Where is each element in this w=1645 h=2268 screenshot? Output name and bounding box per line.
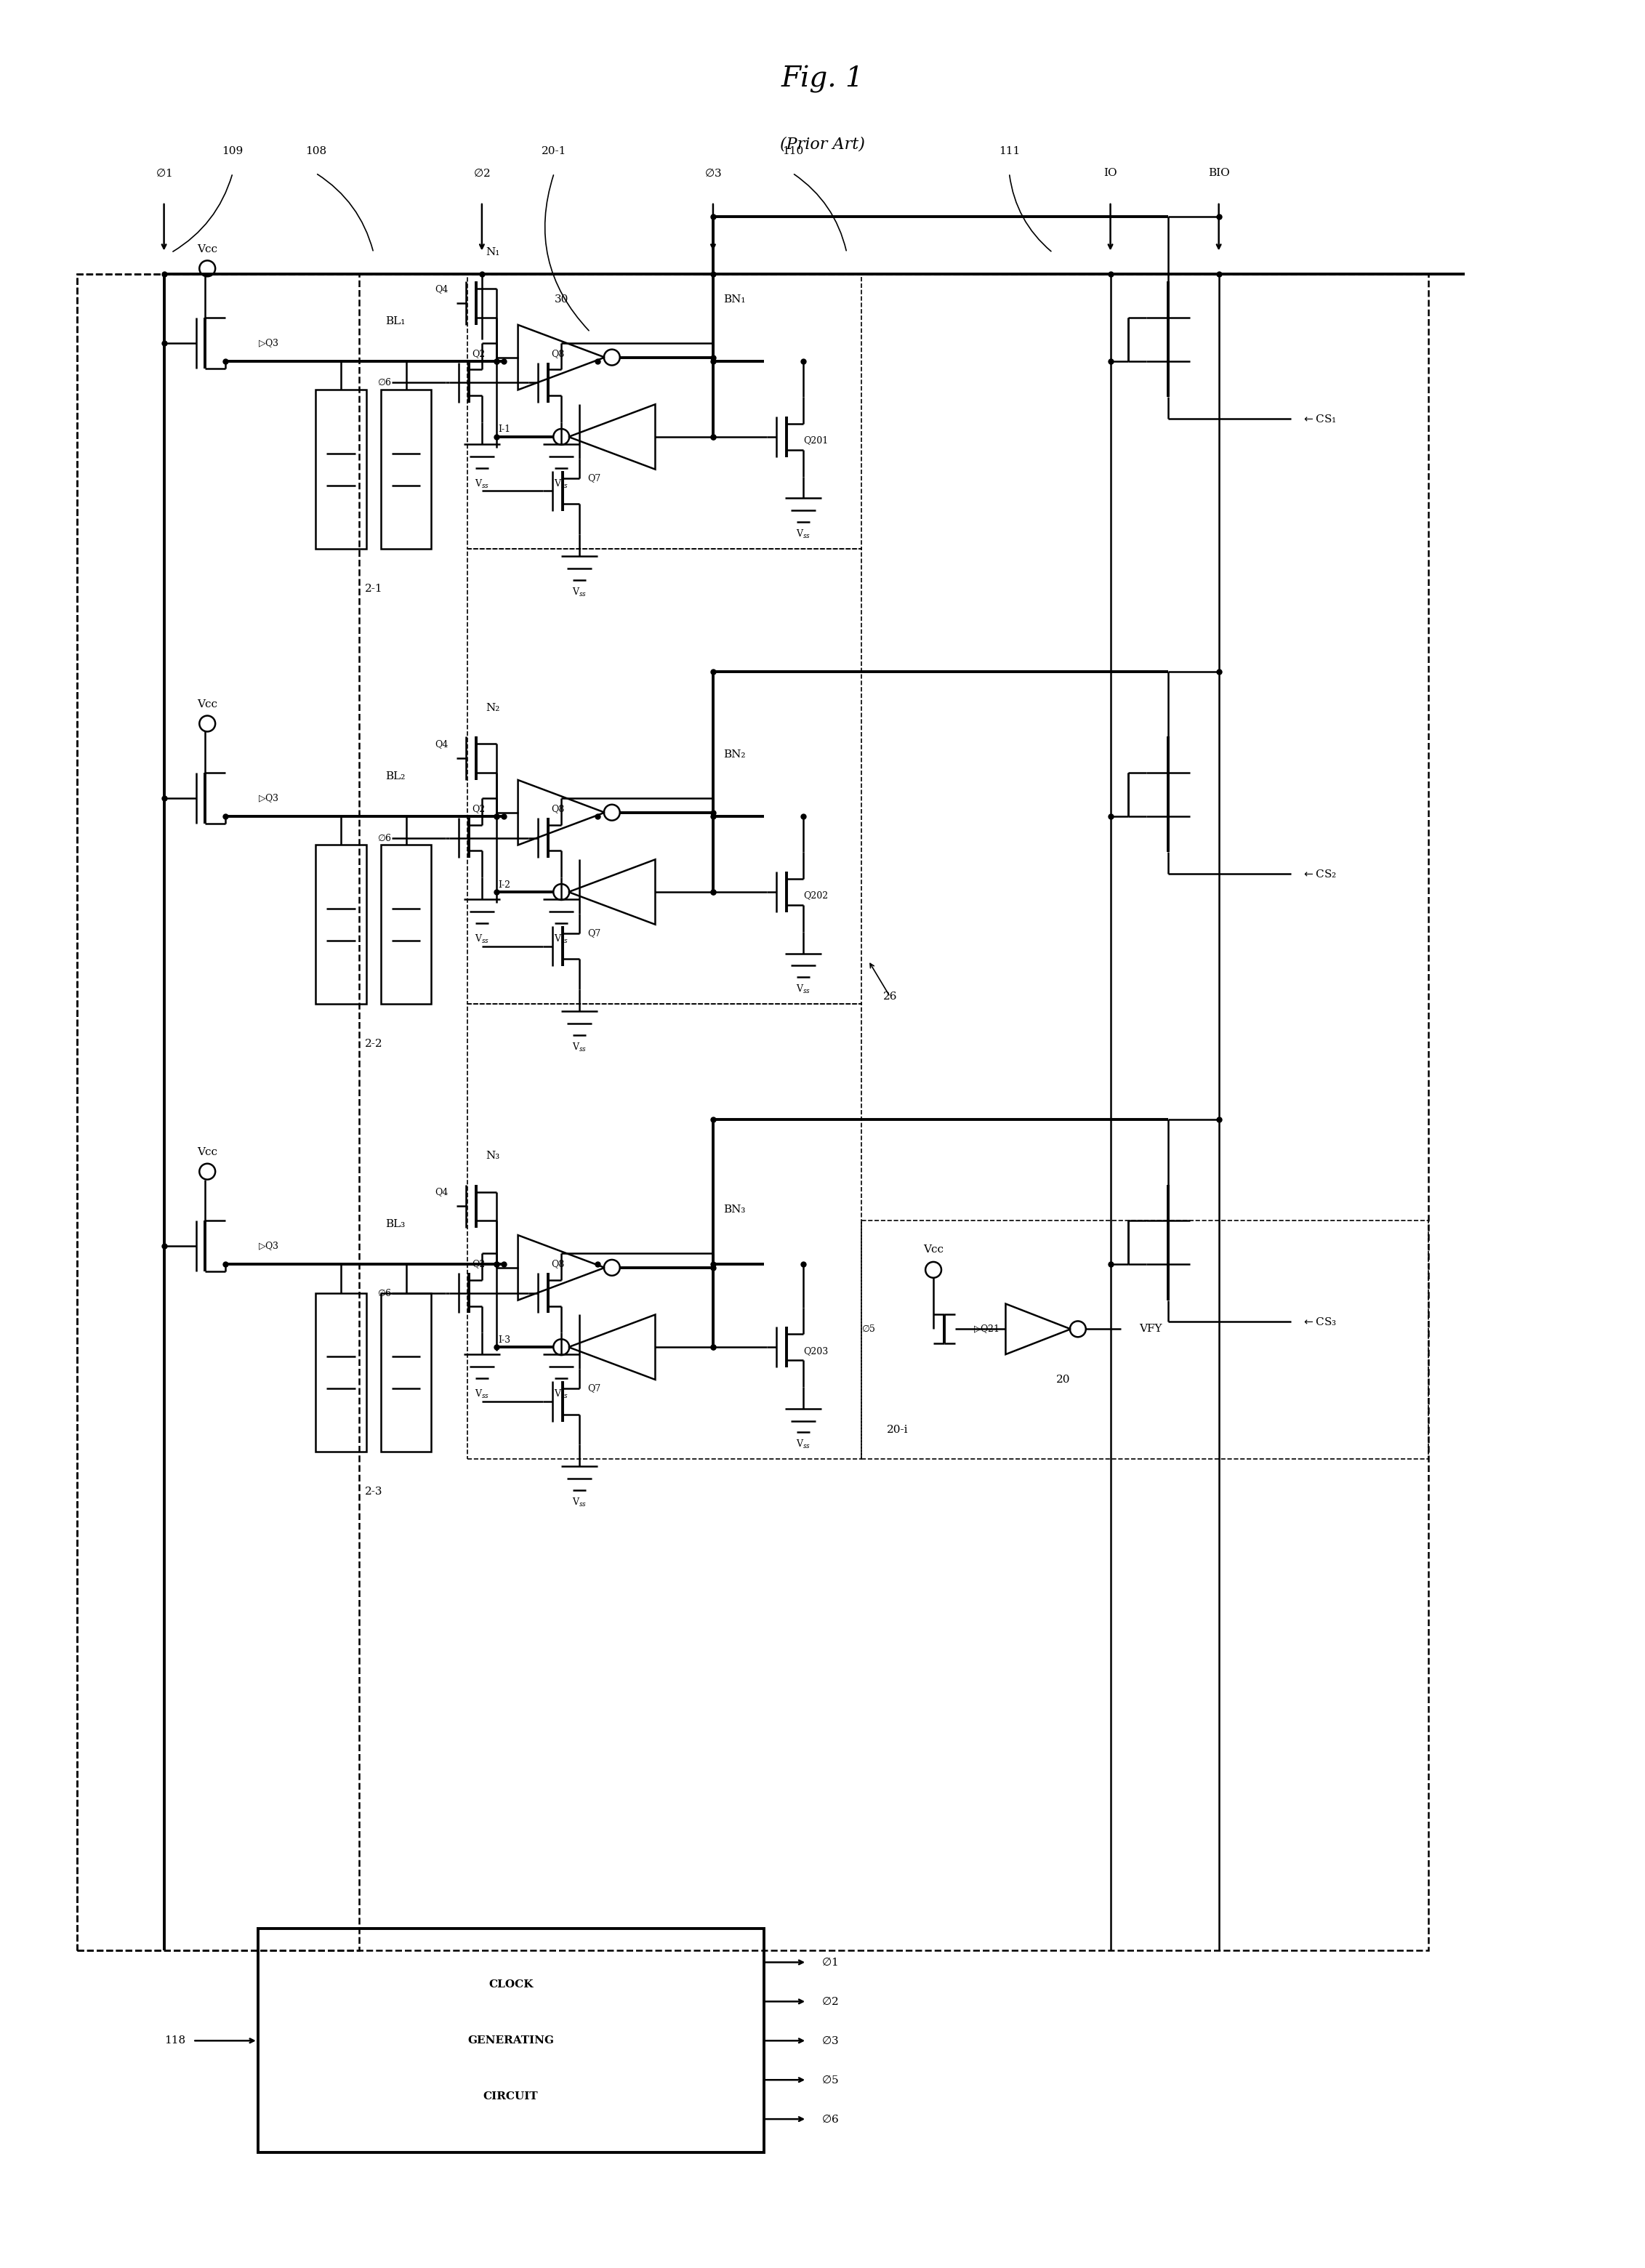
Text: $\triangleright$Q3: $\triangleright$Q3 <box>258 1241 280 1252</box>
Text: Vcc: Vcc <box>197 699 217 710</box>
Text: Q2: Q2 <box>472 1259 485 1268</box>
Text: $\emptyset$3: $\emptyset$3 <box>821 2034 839 2046</box>
Text: V$_{ss}$: V$_{ss}$ <box>474 932 489 946</box>
Bar <box>467 1005 860 1458</box>
Text: N₁: N₁ <box>485 247 500 259</box>
Text: 2-3: 2-3 <box>365 1486 382 1497</box>
Text: I-3: I-3 <box>498 1336 510 1345</box>
Text: V$_{ss}$: V$_{ss}$ <box>796 1438 811 1452</box>
Bar <box>316 390 367 549</box>
Text: BN₂: BN₂ <box>724 751 745 760</box>
Text: N₃: N₃ <box>485 1150 500 1161</box>
Bar <box>77 274 1428 1950</box>
Bar <box>467 274 860 549</box>
Bar <box>860 1220 1428 1458</box>
Text: V$_{ss}$: V$_{ss}$ <box>572 1497 587 1508</box>
Text: $\emptyset$5: $\emptyset$5 <box>821 2075 839 2084</box>
Text: $\leftarrow$CS₁: $\leftarrow$CS₁ <box>1301 413 1336 424</box>
Text: Q4: Q4 <box>434 739 449 748</box>
Text: Q201: Q201 <box>803 435 827 445</box>
Text: Q8: Q8 <box>551 805 564 814</box>
Text: V$_{ss}$: V$_{ss}$ <box>554 479 569 490</box>
Text: Q2: Q2 <box>472 349 485 358</box>
Text: BL₁: BL₁ <box>385 315 405 327</box>
Text: $\emptyset$1: $\emptyset$1 <box>156 168 173 179</box>
Text: BN₁: BN₁ <box>724 295 745 304</box>
Text: BL₃: BL₃ <box>385 1220 405 1229</box>
Text: CIRCUIT: CIRCUIT <box>484 2091 538 2102</box>
Text: 20-i: 20-i <box>887 1424 908 1436</box>
Text: $\triangleright$Q3: $\triangleright$Q3 <box>258 338 280 349</box>
Text: V$_{ss}$: V$_{ss}$ <box>572 587 587 599</box>
Bar <box>77 274 359 1950</box>
Text: $\emptyset$2: $\emptyset$2 <box>474 168 490 179</box>
Bar <box>316 846 367 1005</box>
Text: $\triangleright$Q3: $\triangleright$Q3 <box>258 792 280 803</box>
Bar <box>380 846 431 1005</box>
Text: V$_{ss}$: V$_{ss}$ <box>554 1388 569 1399</box>
Text: Vcc: Vcc <box>197 1148 217 1157</box>
Text: BIO: BIO <box>1207 168 1229 179</box>
Bar <box>258 1928 763 2152</box>
Text: Q7: Q7 <box>587 474 600 483</box>
Text: $\emptyset$5: $\emptyset$5 <box>862 1325 875 1334</box>
Text: BL₂: BL₂ <box>385 771 405 782</box>
Text: 111: 111 <box>999 147 1020 156</box>
Bar <box>380 390 431 549</box>
Bar <box>380 1293 431 1452</box>
Text: $\emptyset$1: $\emptyset$1 <box>821 1957 837 1969</box>
Text: $\emptyset$6: $\emptyset$6 <box>377 832 392 844</box>
Text: Fig. 1: Fig. 1 <box>781 66 864 93</box>
Text: V$_{ss}$: V$_{ss}$ <box>572 1041 587 1052</box>
Text: Vcc: Vcc <box>923 1245 944 1254</box>
Text: Q8: Q8 <box>551 1259 564 1268</box>
Text: $\emptyset$2: $\emptyset$2 <box>821 1996 839 2007</box>
Text: $\emptyset$6: $\emptyset$6 <box>377 376 392 388</box>
Text: Q8: Q8 <box>551 349 564 358</box>
Text: V$_{ss}$: V$_{ss}$ <box>554 932 569 946</box>
Text: $\leftarrow$CS₂: $\leftarrow$CS₂ <box>1301 869 1337 880</box>
Text: V$_{ss}$: V$_{ss}$ <box>796 984 811 996</box>
Text: I-1: I-1 <box>498 424 510 435</box>
Text: Q2: Q2 <box>472 805 485 814</box>
Bar <box>467 549 860 1005</box>
Text: CLOCK: CLOCK <box>489 1980 533 1989</box>
Text: $\leftarrow$CS₃: $\leftarrow$CS₃ <box>1301 1315 1337 1327</box>
Text: I-2: I-2 <box>498 880 510 889</box>
Text: GENERATING: GENERATING <box>467 2037 554 2046</box>
Text: Q203: Q203 <box>803 1345 827 1356</box>
Text: V$_{ss}$: V$_{ss}$ <box>474 1388 489 1399</box>
Text: Q7: Q7 <box>587 1383 600 1393</box>
Text: 2-1: 2-1 <box>365 583 382 594</box>
Text: $\emptyset$6: $\emptyset$6 <box>377 1288 392 1297</box>
Text: VFY: VFY <box>1140 1325 1161 1334</box>
Text: 20: 20 <box>1056 1374 1071 1386</box>
Text: 109: 109 <box>222 147 243 156</box>
Text: $\triangleright$Q21: $\triangleright$Q21 <box>974 1322 999 1336</box>
Text: $\emptyset$3: $\emptyset$3 <box>704 168 722 179</box>
Text: 110: 110 <box>781 147 803 156</box>
Text: (Prior Art): (Prior Art) <box>780 136 865 152</box>
Text: $\emptyset$6: $\emptyset$6 <box>821 2114 839 2125</box>
Text: 118: 118 <box>164 2037 186 2046</box>
Text: Q7: Q7 <box>587 928 600 939</box>
Text: BN₃: BN₃ <box>724 1204 745 1216</box>
Text: 108: 108 <box>304 147 326 156</box>
Text: 30: 30 <box>554 295 569 304</box>
Text: Q202: Q202 <box>803 891 827 900</box>
Text: Q4: Q4 <box>434 1186 449 1198</box>
Text: 2-2: 2-2 <box>365 1039 382 1048</box>
Text: IO: IO <box>1104 168 1117 179</box>
Text: V$_{ss}$: V$_{ss}$ <box>796 528 811 540</box>
Text: N₂: N₂ <box>485 703 500 712</box>
Text: V$_{ss}$: V$_{ss}$ <box>474 479 489 490</box>
Text: 20-1: 20-1 <box>541 147 566 156</box>
Text: Vcc: Vcc <box>197 245 217 254</box>
Bar <box>316 1293 367 1452</box>
Text: 26: 26 <box>883 991 897 1002</box>
Text: Q4: Q4 <box>434 284 449 293</box>
